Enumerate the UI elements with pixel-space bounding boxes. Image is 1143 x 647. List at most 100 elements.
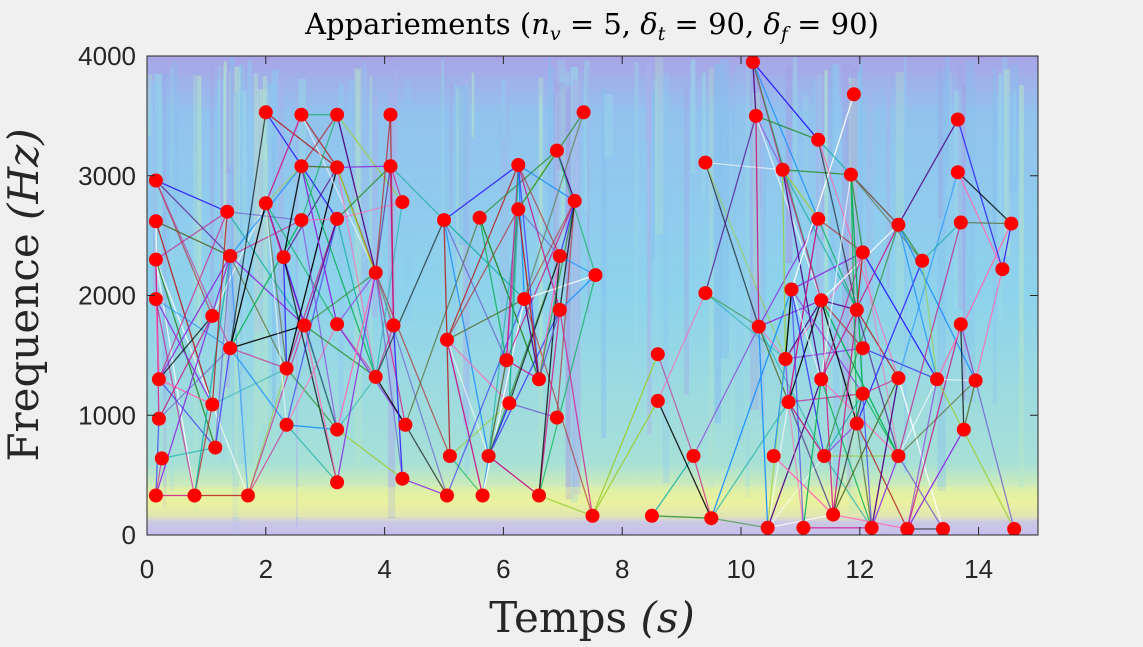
match-edge (960, 324, 1015, 530)
data-point (532, 488, 546, 503)
match-edge (657, 292, 706, 402)
match-edge (443, 219, 507, 361)
match-edge (229, 203, 267, 349)
spectrogram-stripe (356, 70, 360, 229)
y-tick-label: 4000 (78, 41, 136, 71)
match-edge (375, 272, 407, 425)
match-edge (591, 400, 659, 517)
y-tick-label: 3000 (78, 161, 136, 191)
spectrogram-stripe (150, 80, 160, 236)
match-edge (517, 111, 585, 210)
match-edge (817, 139, 900, 379)
spectrogram-stripe (565, 94, 570, 442)
match-edge (478, 217, 508, 361)
data-point (330, 422, 345, 437)
spectrogram-stripe (501, 79, 506, 141)
match-edge (282, 257, 338, 483)
data-point (930, 372, 944, 387)
match-edge (446, 339, 484, 496)
spectrogram-stripe (758, 57, 765, 417)
match-edge (704, 292, 786, 360)
data-point (386, 318, 401, 333)
spectrogram-stripe (865, 65, 874, 319)
match-edge (509, 402, 558, 419)
data-point (751, 319, 766, 334)
data-point (276, 250, 291, 265)
match-edge (832, 309, 858, 515)
match-edge (538, 309, 561, 496)
match-edge (449, 455, 484, 496)
spectrogram-stripe (752, 92, 760, 286)
data-point (936, 522, 950, 535)
spectrogram-stripe (654, 79, 658, 391)
data-point (567, 193, 582, 208)
match-edge (214, 255, 231, 448)
data-point (517, 292, 532, 307)
spectrogram-stripe (735, 65, 744, 441)
match-edge (517, 164, 540, 380)
match-edge (788, 393, 863, 403)
spectrogram-stripe (229, 57, 235, 332)
data-point (814, 293, 829, 308)
match-edge (336, 272, 377, 430)
spectrogram-stripe (240, 62, 243, 416)
data-point (437, 213, 451, 228)
spectrogram-stripe (228, 71, 234, 166)
match-edge (336, 114, 377, 273)
match-edge (229, 112, 267, 349)
spectrogram-stripe (949, 72, 952, 217)
data-point (995, 262, 1010, 277)
spectrogram-stripe (548, 57, 551, 275)
spectrogram-stripe (647, 88, 652, 434)
match-edge (446, 339, 510, 404)
spectrogram-stripe (754, 56, 762, 210)
match-edge (850, 174, 864, 253)
match-edge (787, 218, 819, 403)
data-points (148, 56, 1022, 535)
match-edge (155, 255, 231, 496)
spectrogram-stripe (277, 77, 284, 346)
data-point (968, 373, 983, 388)
match-edge (823, 224, 900, 457)
match-edge (755, 115, 760, 327)
match-edge (538, 309, 561, 380)
match-edge (906, 324, 962, 530)
data-point (1007, 522, 1022, 535)
spectrogram-stripe (945, 57, 950, 176)
spectrogram-stripe (732, 75, 736, 226)
match-edge (787, 401, 834, 515)
data-point (148, 488, 163, 503)
match-edge (820, 300, 858, 424)
match-edge (300, 219, 338, 430)
spectrogram-stripe (792, 57, 798, 307)
data-point (330, 475, 345, 490)
match-edge (247, 424, 288, 496)
match-edge (336, 272, 377, 325)
match-edge (304, 324, 377, 378)
spectrogram-stripe (254, 82, 263, 333)
data-point (330, 211, 345, 226)
match-edge (820, 174, 852, 380)
match-edge (158, 347, 231, 420)
data-point (811, 132, 826, 147)
data-point (294, 159, 309, 174)
data-point (704, 511, 719, 526)
data-point (148, 292, 163, 307)
data-point (576, 105, 591, 120)
data-point (855, 341, 870, 356)
data-point (205, 397, 220, 412)
data-point (549, 143, 564, 158)
x-tick-label: 12 (845, 554, 874, 584)
spectrogram-stripe (957, 65, 964, 310)
data-point (440, 488, 454, 503)
match-edge (773, 455, 834, 516)
spectrogram-stripe (349, 80, 355, 186)
match-edge (229, 255, 249, 496)
match-edge (820, 299, 864, 349)
match-edge (710, 289, 793, 519)
spectrogram-stripe (226, 59, 232, 174)
match-edge (856, 423, 873, 528)
match-edge (155, 180, 231, 257)
data-point (383, 107, 398, 122)
spectrogram-stripe (847, 82, 852, 492)
